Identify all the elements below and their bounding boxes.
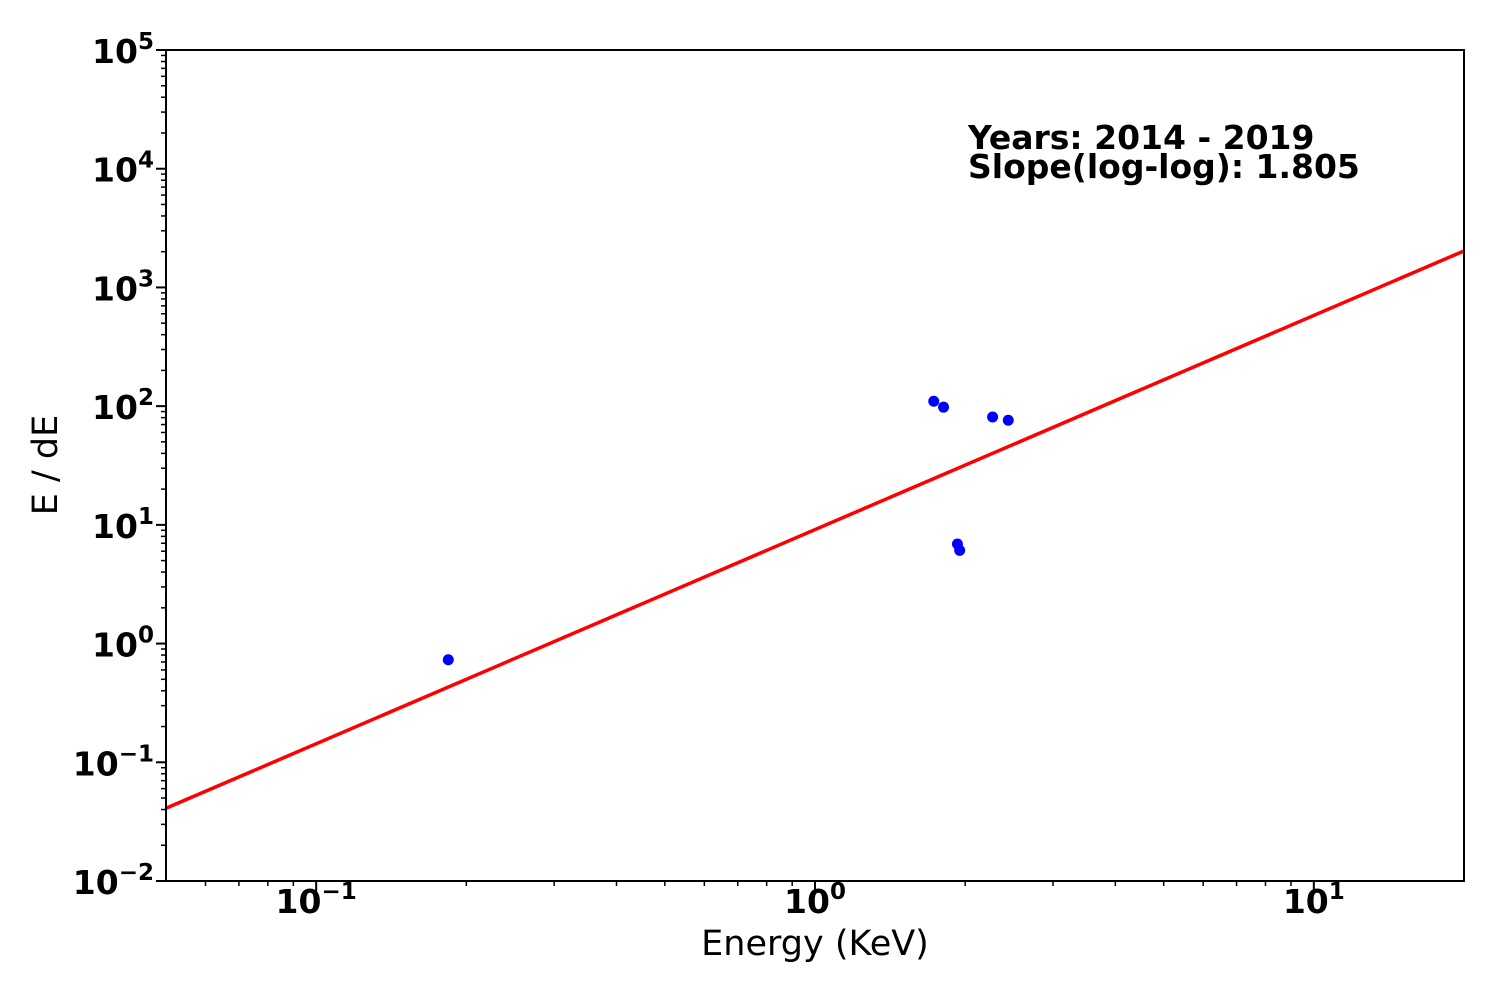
y-tick-label: 104 <box>92 148 154 190</box>
y-tick-label: 10−2 <box>73 860 154 902</box>
data-points-marker <box>954 544 966 556</box>
x-tick-label: 10−1 <box>276 879 357 921</box>
data-points-marker <box>442 654 454 666</box>
y-axis-label: E / dE <box>26 414 66 516</box>
data-points-marker <box>928 395 940 407</box>
data-points-marker <box>938 401 950 413</box>
data-points-marker <box>987 411 999 423</box>
x-tick-label: 101 <box>1283 879 1345 921</box>
y-tick-label: 102 <box>92 385 154 427</box>
x-axis-label: Energy (KeV) <box>701 924 929 964</box>
x-tick-label: 100 <box>784 879 846 921</box>
y-tick-label: 101 <box>92 504 154 546</box>
y-tick-label: 100 <box>92 623 154 665</box>
data-points-marker <box>1002 414 1014 426</box>
y-tick-label: 105 <box>92 29 154 71</box>
fit-line <box>165 249 1465 810</box>
annotation-box: Years: 2014 - 2019 Slope(log-log): 1.805 <box>968 118 1360 186</box>
y-tick-label: 103 <box>92 266 154 308</box>
y-tick-label: 10−1 <box>73 741 154 783</box>
annotation-slope: Slope(log-log): 1.805 <box>968 147 1360 186</box>
annotation-years: Years: 2014 - 2019 <box>968 118 1315 157</box>
